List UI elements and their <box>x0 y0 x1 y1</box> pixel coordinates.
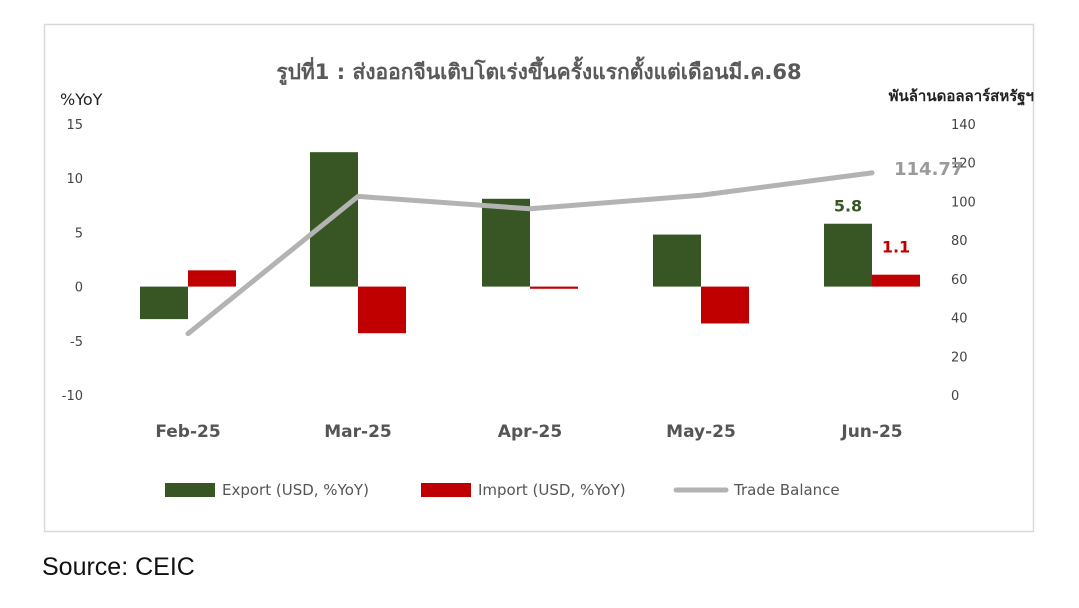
right-tick-label: 120 <box>951 157 976 172</box>
data-label: 5.8 <box>834 197 862 216</box>
right-axis-label: พันล้านดอลลาร์สหรัฐฯ <box>889 87 1034 106</box>
source-note: Source: CEIC <box>42 553 195 581</box>
legend: Export (USD, %YoY) Import (USD, %YoY) Trad… <box>165 481 840 499</box>
legend-label: Export (USD, %YoY) <box>222 481 369 499</box>
right-tick-label: 60 <box>951 273 968 288</box>
export-bar <box>310 152 358 287</box>
category-label: May-25 <box>666 422 736 442</box>
export-bar <box>482 198 530 287</box>
import-bar <box>188 270 236 287</box>
data-label: 1.1 <box>882 238 910 257</box>
right-tick-label: 0 <box>951 389 959 404</box>
category-label: Mar-25 <box>324 422 392 442</box>
bars <box>140 152 920 334</box>
left-tick-label: 10 <box>66 172 83 187</box>
left-tick-label: 0 <box>75 281 83 296</box>
chart: รูปที่1 : ส่งออกจีนเติบโตเร่งขึ้นครั้งแร… <box>43 23 1035 533</box>
right-tick-label: 140 <box>951 118 976 133</box>
category-label: Jun-25 <box>840 422 902 442</box>
left-tick-label: -10 <box>62 389 83 404</box>
export-bar <box>140 286 188 320</box>
left-tick-label: 15 <box>66 118 83 133</box>
import-bar <box>872 274 920 287</box>
legend-swatch <box>165 483 215 497</box>
right-axis-ticks: 140 120 100 80 60 40 20 0 <box>951 118 976 404</box>
left-tick-label: 5 <box>75 226 83 241</box>
left-axis-ticks: 15 10 5 0 -5 -10 <box>62 118 83 404</box>
right-tick-label: 20 <box>951 350 968 365</box>
right-tick-label: 40 <box>951 312 968 327</box>
import-bar <box>358 286 406 334</box>
legend-label: Trade Balance <box>733 481 840 499</box>
category-label: Feb-25 <box>155 422 220 442</box>
chart-title: รูปที่1 : ส่งออกจีนเติบโตเร่งขึ้นครั้งแร… <box>276 56 801 86</box>
category-labels: Feb-25 Mar-25 Apr-25 May-25 Jun-25 <box>155 422 902 442</box>
legend-label: Import (USD, %YoY) <box>478 481 626 499</box>
trade-balance-line-group <box>185 170 875 337</box>
category-label: Apr-25 <box>498 422 562 442</box>
export-bar <box>653 234 701 287</box>
left-axis-label: %YoY <box>60 90 103 109</box>
data-label: 114.77 <box>894 159 963 180</box>
data-labels: 5.8 1.1 114.77 <box>834 159 964 257</box>
export-bar <box>824 223 872 287</box>
right-tick-label: 80 <box>951 234 968 249</box>
left-tick-label: -5 <box>70 335 83 350</box>
legend-swatch <box>421 483 471 497</box>
right-tick-label: 100 <box>951 195 976 210</box>
import-bar <box>530 286 578 289</box>
import-bar <box>701 286 749 324</box>
